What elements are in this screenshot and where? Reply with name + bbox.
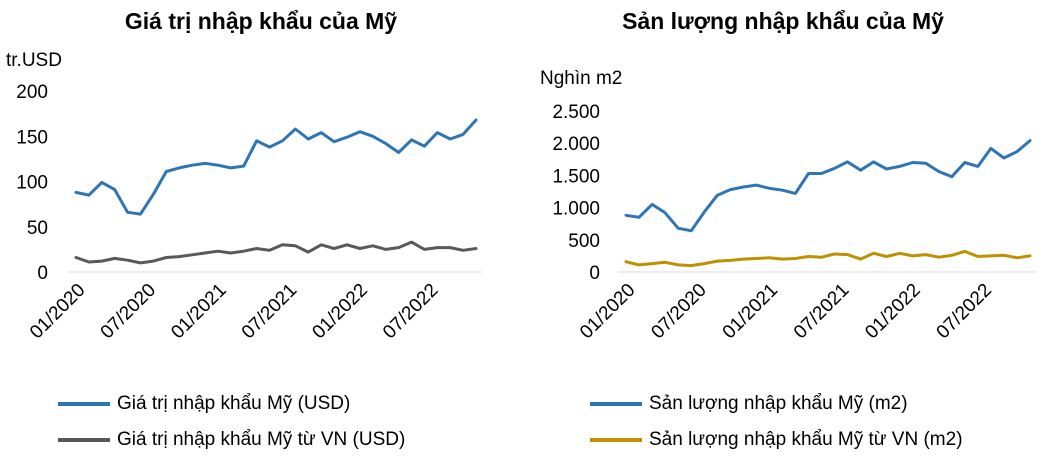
- legend-label: Giá trị nhập khẩu Mỹ (USD): [117, 393, 351, 414]
- chart-title: Sản lượng nhập khẩu của Mỹ: [622, 8, 944, 34]
- x-tick-label: 01/2020: [26, 280, 89, 343]
- chart-panel-import-volume: 0 500 1.000 1.500 2.000 2.500 01/2020 07/2020 01…: [522, 0, 1044, 466]
- x-tick-label: 07/2022: [379, 280, 442, 343]
- y-tick-label: 50: [27, 218, 48, 239]
- legend-item: Sản lượng nhập khẩu Mỹ (m2): [590, 386, 963, 422]
- legend-swatch: [590, 438, 642, 442]
- x-tick-label: 07/2020: [97, 280, 160, 343]
- y-tick-label: 150: [16, 127, 48, 148]
- y-tick-label: 2.000: [552, 134, 600, 155]
- x-tick-label: 07/2021: [238, 280, 301, 343]
- y-tick-label: 1.000: [552, 199, 600, 220]
- x-tick-label: 07/2022: [933, 280, 996, 343]
- y-tick-label: 0: [589, 263, 600, 284]
- legend-item: Sản lượng nhập khẩu Mỹ từ VN (m2): [590, 422, 963, 458]
- y-axis-unit-label: Nghìn m2: [540, 68, 623, 89]
- legend-label: Sản lượng nhập khẩu Mỹ (m2): [649, 393, 908, 414]
- x-tick-label: 07/2021: [790, 280, 853, 343]
- chart-legend: Giá trị nhập khẩu Mỹ (USD) Giá trị nhập …: [58, 386, 405, 458]
- chart-panel-import-value: 0 50 100 150 200 01/2020 07/2020 01/2021 07/2021…: [6, 8, 482, 458]
- legend-swatch: [590, 402, 642, 406]
- y-tick-label: 200: [16, 82, 48, 103]
- legend-item: Giá trị nhập khẩu Mỹ từ VN (USD): [58, 422, 405, 458]
- chart-legend: Sản lượng nhập khẩu Mỹ (m2) Sản lượng nh…: [590, 386, 963, 458]
- chart-plot-import-value: 0 50 100 150 200 01/2020 07/2020 01/2021 07/2021…: [16, 82, 482, 343]
- legend-label: Sản lượng nhập khẩu Mỹ từ VN (m2): [649, 429, 963, 450]
- y-tick-label: 0: [37, 263, 48, 284]
- series-line-2: [624, 249, 1032, 268]
- x-tick-label: 01/2022: [861, 280, 924, 343]
- legend-swatch: [58, 402, 110, 406]
- y-axis-unit-label: tr.USD: [6, 50, 62, 71]
- y-tick-label: 100: [16, 173, 48, 194]
- legend-item: Giá trị nhập khẩu Mỹ (USD): [58, 386, 405, 422]
- x-tick-label: 07/2020: [647, 280, 710, 343]
- series-line-1: [624, 139, 1032, 233]
- y-tick-label: 500: [568, 231, 600, 252]
- legend-label: Giá trị nhập khẩu Mỹ từ VN (USD): [117, 429, 406, 450]
- legend-swatch: [58, 438, 110, 442]
- series-line-1: [74, 118, 478, 216]
- y-tick-label: 1.500: [552, 166, 600, 187]
- x-tick-label: 01/2022: [308, 280, 371, 343]
- series-line-2: [74, 240, 478, 265]
- x-tick-label: 01/2021: [167, 280, 230, 343]
- x-tick-label: 01/2021: [719, 280, 782, 343]
- y-tick-label: 2.500: [552, 102, 600, 123]
- chart-title: Giá trị nhập khẩu của Mỹ: [124, 8, 398, 34]
- x-tick-label: 01/2020: [576, 280, 639, 343]
